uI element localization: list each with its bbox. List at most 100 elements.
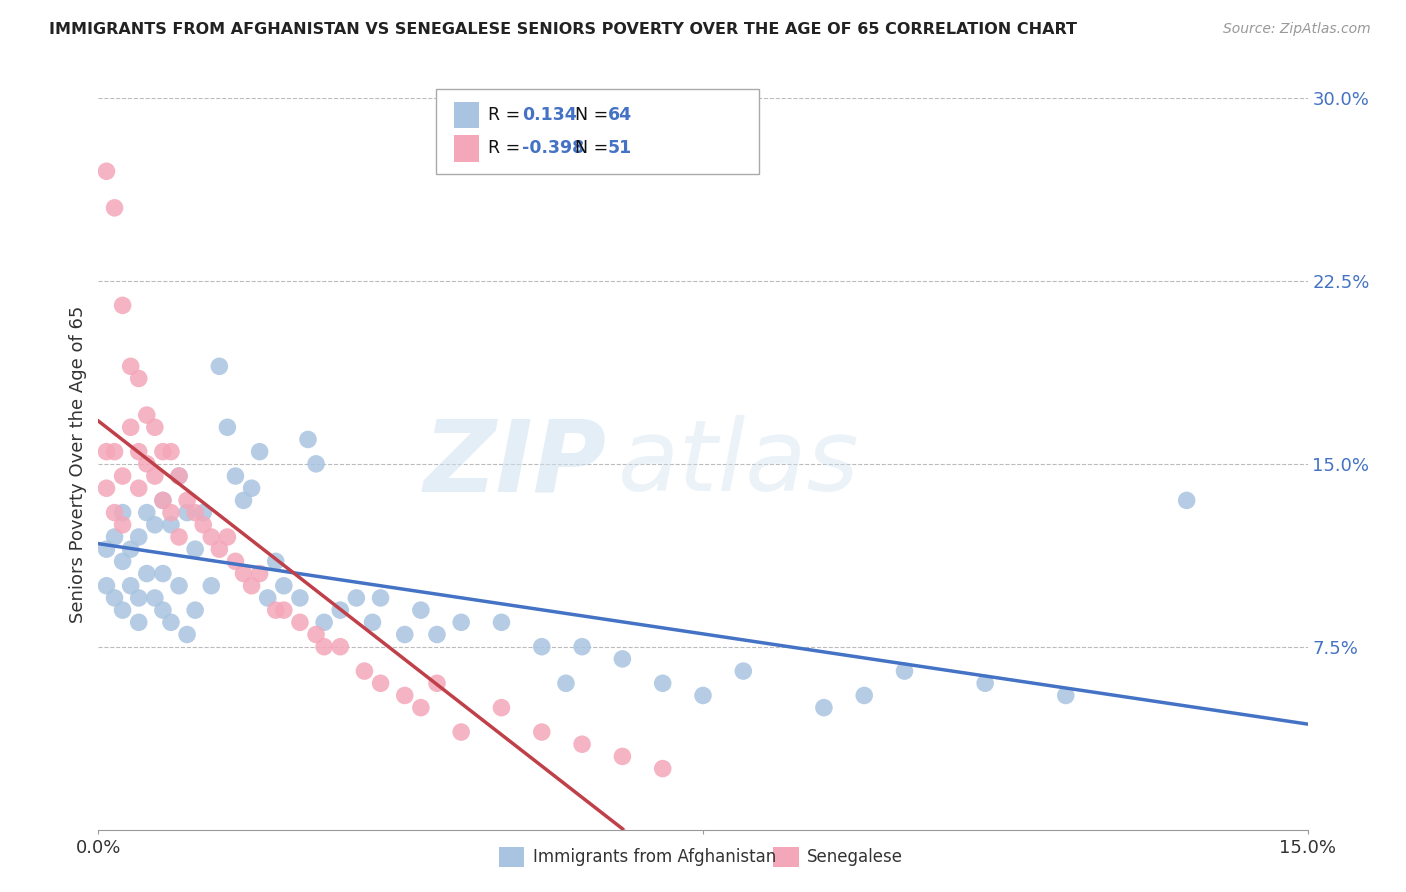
Point: [135, 506, 157, 520]
Point: [692, 689, 714, 703]
Text: IMMIGRANTS FROM AFGHANISTAN VS SENEGALESE SENIORS POVERTY OVER THE AGE OF 65 COR: IMMIGRANTS FROM AFGHANISTAN VS SENEGALES…: [49, 22, 1077, 37]
Point: [555, 676, 578, 690]
Point: [450, 725, 472, 739]
Point: [143, 420, 166, 434]
Point: [288, 615, 311, 630]
Point: [370, 676, 392, 690]
Point: [224, 554, 246, 568]
Point: [111, 506, 134, 520]
Point: [128, 444, 150, 458]
Point: [120, 359, 142, 374]
Point: [143, 517, 166, 532]
Point: [120, 579, 142, 593]
Point: [103, 201, 125, 215]
Point: [152, 444, 174, 458]
Point: [571, 737, 593, 751]
Point: [813, 700, 835, 714]
Point: [329, 640, 352, 654]
Point: [96, 164, 118, 178]
Point: [193, 506, 215, 520]
Text: N =: N =: [575, 139, 609, 157]
Point: [256, 591, 278, 605]
Text: R =: R =: [488, 106, 520, 124]
Point: [96, 579, 118, 593]
Point: [128, 371, 150, 385]
Point: [143, 469, 166, 483]
Point: [353, 664, 375, 678]
Point: [612, 652, 634, 666]
Point: [120, 420, 142, 434]
Point: [249, 566, 271, 581]
Text: 64: 64: [607, 106, 631, 124]
Point: [160, 444, 183, 458]
Point: [733, 664, 755, 678]
Point: [297, 433, 319, 447]
Point: [152, 566, 174, 581]
Point: [111, 517, 134, 532]
Point: [217, 530, 239, 544]
Point: [208, 359, 231, 374]
Text: ZIP: ZIP: [423, 416, 606, 512]
Point: [96, 444, 118, 458]
Point: [409, 700, 432, 714]
Point: [571, 640, 593, 654]
Point: [370, 591, 392, 605]
Point: [305, 627, 328, 641]
Point: [103, 530, 125, 544]
Point: [450, 615, 472, 630]
Point: [96, 481, 118, 495]
Point: [893, 664, 915, 678]
Point: [530, 725, 553, 739]
Point: [184, 542, 207, 557]
Point: [167, 469, 190, 483]
Point: [974, 676, 997, 690]
Point: [128, 615, 150, 630]
Point: [288, 591, 311, 605]
Point: [530, 640, 553, 654]
Point: [651, 762, 673, 776]
Point: [232, 566, 254, 581]
Point: [329, 603, 352, 617]
Point: [1054, 689, 1077, 703]
Point: [200, 530, 222, 544]
Point: [264, 554, 287, 568]
Point: [103, 591, 125, 605]
Point: [167, 579, 190, 593]
Point: [128, 481, 150, 495]
Point: [249, 444, 271, 458]
Y-axis label: Seniors Poverty Over the Age of 65: Seniors Poverty Over the Age of 65: [69, 305, 87, 623]
Point: [200, 579, 222, 593]
Text: atlas: atlas: [619, 416, 860, 512]
Point: [208, 542, 231, 557]
Point: [240, 481, 263, 495]
Text: 51: 51: [607, 139, 631, 157]
Point: [651, 676, 673, 690]
Point: [135, 408, 157, 422]
Point: [160, 615, 183, 630]
Point: [152, 493, 174, 508]
Text: R =: R =: [488, 139, 520, 157]
Point: [152, 603, 174, 617]
Point: [426, 676, 449, 690]
Point: [111, 298, 134, 312]
Point: [184, 603, 207, 617]
Point: [361, 615, 384, 630]
Text: -0.398: -0.398: [522, 139, 583, 157]
Point: [394, 689, 416, 703]
Point: [152, 493, 174, 508]
Point: [103, 506, 125, 520]
Point: [394, 627, 416, 641]
Point: [184, 506, 207, 520]
Point: [167, 469, 190, 483]
Point: [135, 566, 157, 581]
Point: [120, 542, 142, 557]
Point: [426, 627, 449, 641]
Point: [344, 591, 367, 605]
Point: [167, 530, 190, 544]
Point: [314, 640, 336, 654]
Point: [176, 506, 198, 520]
Point: [240, 579, 263, 593]
Text: N =: N =: [575, 106, 609, 124]
Point: [232, 493, 254, 508]
Point: [273, 579, 295, 593]
